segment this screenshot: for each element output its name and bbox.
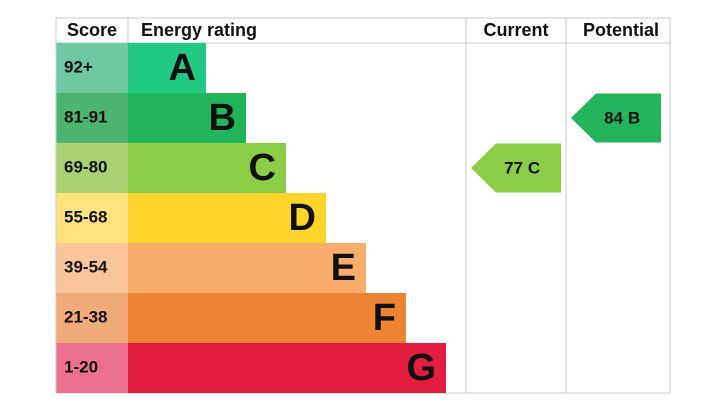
potential-value: 84 bbox=[604, 108, 623, 127]
score-cell bbox=[56, 343, 128, 393]
current-letter: C bbox=[528, 158, 540, 177]
score-cell bbox=[56, 193, 128, 243]
rating-letter: C bbox=[249, 147, 276, 189]
score-label: 39-54 bbox=[64, 257, 108, 276]
rating-letter: E bbox=[331, 247, 356, 289]
header-current: Current bbox=[483, 20, 548, 40]
potential-letter: B bbox=[628, 108, 640, 127]
score-cell bbox=[56, 43, 128, 93]
score-cell bbox=[56, 243, 128, 293]
score-label: 81-91 bbox=[64, 107, 107, 126]
score-cell bbox=[56, 93, 128, 143]
current-value: 77 bbox=[504, 158, 523, 177]
score-label: 69-80 bbox=[64, 157, 107, 176]
rating-letter: B bbox=[209, 97, 236, 139]
rating-bar bbox=[128, 343, 446, 393]
header-score: Score bbox=[67, 20, 117, 40]
rating-bar bbox=[128, 243, 366, 293]
header-rating: Energy rating bbox=[141, 20, 257, 40]
rating-bar bbox=[128, 143, 286, 193]
rating-letter: A bbox=[169, 47, 196, 89]
current-arrow bbox=[471, 143, 561, 193]
potential-arrow bbox=[571, 93, 661, 143]
rating-letter: D bbox=[289, 197, 316, 239]
rating-bar bbox=[128, 43, 206, 93]
header-potential: Potential bbox=[583, 20, 659, 40]
score-cell bbox=[56, 293, 128, 343]
rating-letter: F bbox=[373, 297, 396, 339]
rating-bar bbox=[128, 93, 246, 143]
rating-bar bbox=[128, 193, 326, 243]
rating-letter: G bbox=[406, 347, 436, 389]
score-label: 1-20 bbox=[64, 357, 98, 376]
score-label: 92+ bbox=[64, 57, 93, 76]
score-label: 21-38 bbox=[64, 307, 107, 326]
rating-bar bbox=[128, 293, 406, 343]
score-cell bbox=[56, 143, 128, 193]
score-label: 55-68 bbox=[64, 207, 107, 226]
